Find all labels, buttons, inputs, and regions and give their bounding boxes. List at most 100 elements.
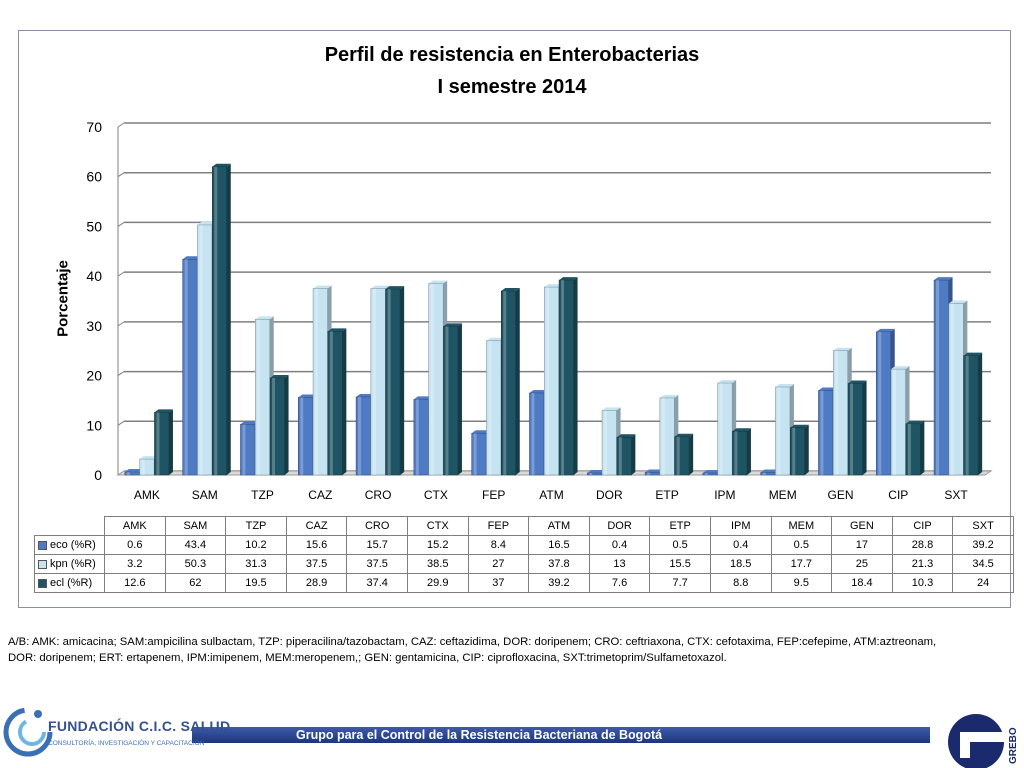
bar-highlight xyxy=(661,397,665,475)
bar-highlight xyxy=(242,424,246,475)
bar-eco-CIP xyxy=(876,331,891,476)
bar-ecl-GEN xyxy=(847,383,863,476)
bar-highlight xyxy=(358,396,362,475)
bar-kpn-GEN xyxy=(833,350,848,476)
y-tick-label: 10 xyxy=(86,417,102,433)
data-table-series-label: ecl (%R) xyxy=(34,573,105,593)
x-tick-label: CIP xyxy=(888,488,908,502)
data-table-header-cell: AMK xyxy=(104,516,166,536)
bar-top xyxy=(775,384,794,388)
bar-highlight xyxy=(676,436,680,475)
data-table-cell: 9.5 xyxy=(770,573,833,593)
x-tick-label: MEM xyxy=(769,488,797,502)
data-table-header-cell: CRO xyxy=(346,516,408,536)
data-table-header-cell: FEP xyxy=(467,516,530,536)
y-tick-label: 50 xyxy=(86,218,102,234)
bar-ecl-DOR xyxy=(616,436,632,476)
data-table-header-cell: TZP xyxy=(225,516,287,536)
bar-top xyxy=(818,387,837,391)
bar-ecl-CTX xyxy=(443,326,459,476)
data-table-cell: 27 xyxy=(467,554,530,574)
data-table-cell: 21.3 xyxy=(891,554,954,574)
bar-top xyxy=(602,407,621,411)
gridline-side xyxy=(117,420,125,426)
bar-top xyxy=(154,409,173,413)
bar-highlight xyxy=(473,433,477,475)
data-table-cell: 17.7 xyxy=(770,554,833,574)
bar-eco-IPM xyxy=(702,472,718,476)
y-tick-label: 0 xyxy=(94,467,102,483)
bar-top xyxy=(616,434,636,438)
y-tick-label: 40 xyxy=(86,268,102,284)
legend-key-icon xyxy=(38,540,47,550)
x-tick-label: AMK xyxy=(134,488,160,502)
bar-highlight xyxy=(561,280,565,475)
bar-eco-CAZ xyxy=(298,397,313,476)
bar-highlight xyxy=(719,383,723,475)
bar-kpn-CRO xyxy=(370,288,386,476)
bar-highlight xyxy=(300,397,304,475)
bar-highlight xyxy=(315,288,319,475)
data-table-series-label: eco (%R) xyxy=(34,535,105,555)
footnote: A/B: AMK: amicacina; SAM:ampicilina sulb… xyxy=(8,634,1008,666)
x-tick-label: DOR xyxy=(596,488,623,502)
data-table-cell: 37.5 xyxy=(285,554,348,574)
data-table-row: ecl (%R) 12.6 62 19.5 28.9 37.4 29.9 37 39.2 7.6 7… xyxy=(34,573,1014,593)
bar-top xyxy=(356,393,375,397)
bar-highlight xyxy=(372,288,376,475)
chart-subtitle: I semestre 2014 xyxy=(437,76,587,98)
x-tick-label: CTX xyxy=(424,488,448,502)
bar-highlight xyxy=(156,412,160,475)
data-table-cell: 8.4 xyxy=(467,535,530,555)
bar-eco-SAM xyxy=(182,258,198,476)
bar-top xyxy=(963,352,983,356)
data-table-cell: 0.6 xyxy=(104,535,166,555)
y-tick-label: 20 xyxy=(86,368,102,384)
bar-side xyxy=(631,434,636,475)
data-table-cell: 12.6 xyxy=(104,573,166,593)
bar-top xyxy=(717,380,737,384)
bar-highlight xyxy=(965,355,969,475)
bar-side xyxy=(284,375,289,475)
data-table-cell: 15.2 xyxy=(406,535,469,555)
bar-top xyxy=(544,284,563,288)
bar-top xyxy=(255,316,274,320)
bar-highlight xyxy=(777,387,781,475)
data-table-series-label: kpn (%R) xyxy=(34,554,105,574)
bar-kpn-TZP xyxy=(255,319,270,476)
data-table-cell: 18.4 xyxy=(831,573,893,593)
bar-highlight xyxy=(199,224,203,475)
bar-highlight xyxy=(835,350,839,475)
bar-highlight xyxy=(936,280,940,475)
bar-eco-TZP xyxy=(240,424,256,476)
bar-ecl-MEM xyxy=(790,427,805,476)
bar-ecl-AMK xyxy=(154,412,170,476)
bar-ecl-CRO xyxy=(385,288,401,476)
gridline-side xyxy=(117,371,125,376)
x-tick-label: ATM xyxy=(539,488,563,502)
data-table-cell: 0.5 xyxy=(649,535,711,555)
y-tick-label: 70 xyxy=(86,119,102,135)
bar-highlight xyxy=(647,472,651,475)
bar-side xyxy=(342,328,347,475)
bar-top xyxy=(313,285,332,289)
bar-highlight xyxy=(589,473,593,475)
grebo-text: GREBO xyxy=(1008,727,1019,764)
cic-logo-dot xyxy=(34,710,42,718)
bar-ecl-ETP xyxy=(674,436,690,476)
bar-top xyxy=(298,394,317,398)
data-table-header-cell: SXT xyxy=(952,516,1014,536)
bar-side xyxy=(168,409,173,475)
bar-side xyxy=(400,286,405,475)
bar-highlight xyxy=(850,383,854,475)
data-table-cell: 50.3 xyxy=(164,554,227,574)
bar-side xyxy=(689,433,694,475)
bar-highlight xyxy=(618,437,622,475)
data-table-header-cell: MEM xyxy=(770,516,833,536)
bar-top xyxy=(327,328,347,332)
data-table-cell: 15.5 xyxy=(649,554,711,574)
bar-eco-AMK xyxy=(124,471,140,476)
bar-eco-ATM xyxy=(529,392,545,476)
bar-top xyxy=(891,366,910,370)
data-table-cell: 19.5 xyxy=(225,573,287,593)
